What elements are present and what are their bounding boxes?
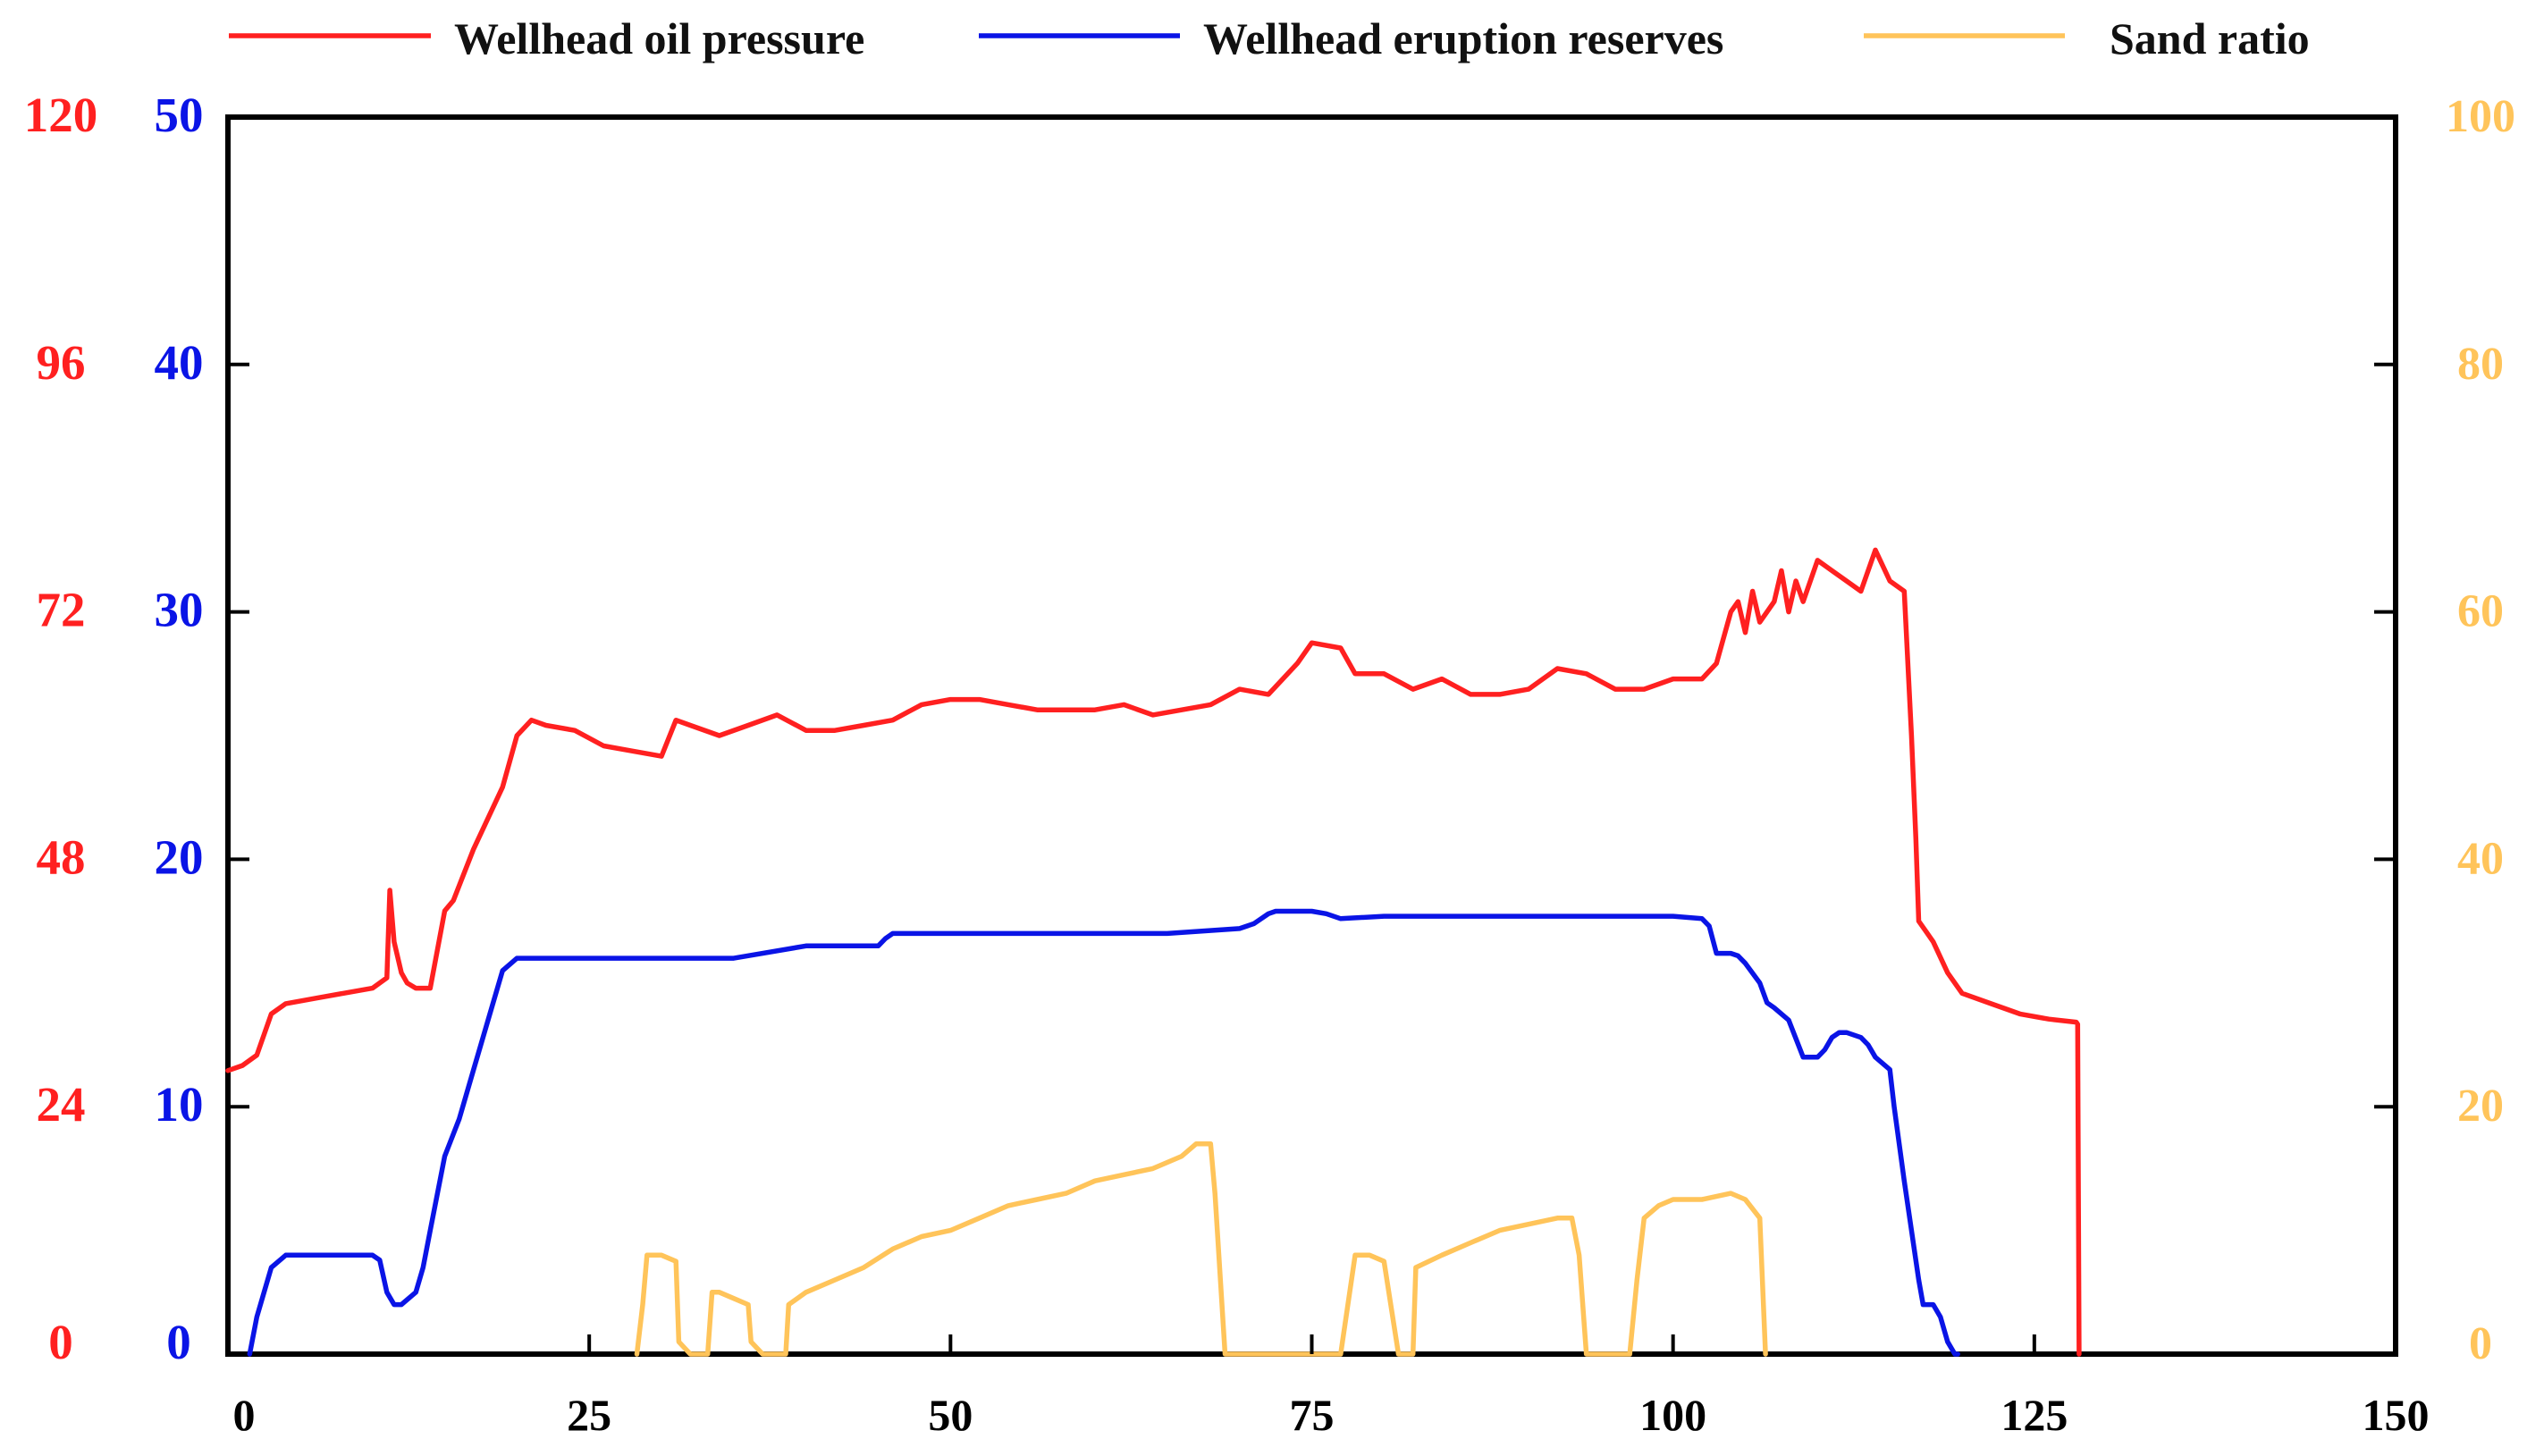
x-tick-label: 50 [928,1390,973,1440]
y-tick-label-reserves: 40 [155,335,204,390]
x-tick-label: 150 [2363,1390,2430,1440]
legend-label-1: Wellhead oil pressure [454,13,864,63]
series-layer [225,547,2082,1357]
legend-label-2: Wellhead eruption reserves [1203,13,1723,63]
x-axis: 0 25 50 75 100 125 150 [226,1334,2430,1440]
y-tick-label-sand: 60 [2457,586,2504,637]
y-tick-label-reserves: 10 [155,1077,204,1132]
y-tick-label-sand: 80 [2457,339,2504,390]
x-tick-label: 100 [1639,1390,1706,1440]
y-tick-label-pressure: 120 [24,88,98,142]
series-line-2 [247,908,1960,1357]
y-tick-label-sand: 40 [2457,833,2504,884]
y-tick-label-reserves: 20 [155,829,204,884]
y-tick-label-reserves: 50 [155,88,204,142]
legend-label-3: Sand ratio [2110,13,2310,63]
y-tick-label-pressure: 96 [37,335,86,390]
x-tick-label: 75 [1290,1390,1335,1440]
y-tick-label-pressure: 72 [37,583,86,637]
y-tick-label-sand: 0 [2469,1318,2492,1369]
x-tick-label: 25 [567,1390,611,1440]
y-tick-label-pressure: 48 [37,829,86,884]
y-tick-label-sand: 100 [2446,91,2515,142]
y-tick-label-sand: 20 [2457,1081,2504,1132]
series-line-3 [634,1140,1768,1357]
y-tick-label-pressure: 0 [48,1315,73,1369]
y-tick-label-pressure: 24 [37,1077,86,1132]
x-tick-label: 0 [233,1390,256,1440]
y-axes: 0 24 48 72 96 120 0 10 20 30 40 50 0 20 40 60 80 100 [24,88,2515,1369]
plot-area-frame [225,114,2398,1357]
legend: Wellhead oil pressure Wellhead eruption r… [229,13,2310,63]
y-tick-label-reserves: 0 [166,1315,191,1369]
series-line-1 [225,547,2082,1357]
y-tick-label-reserves: 30 [155,583,204,637]
x-tick-label: 125 [2001,1390,2068,1440]
